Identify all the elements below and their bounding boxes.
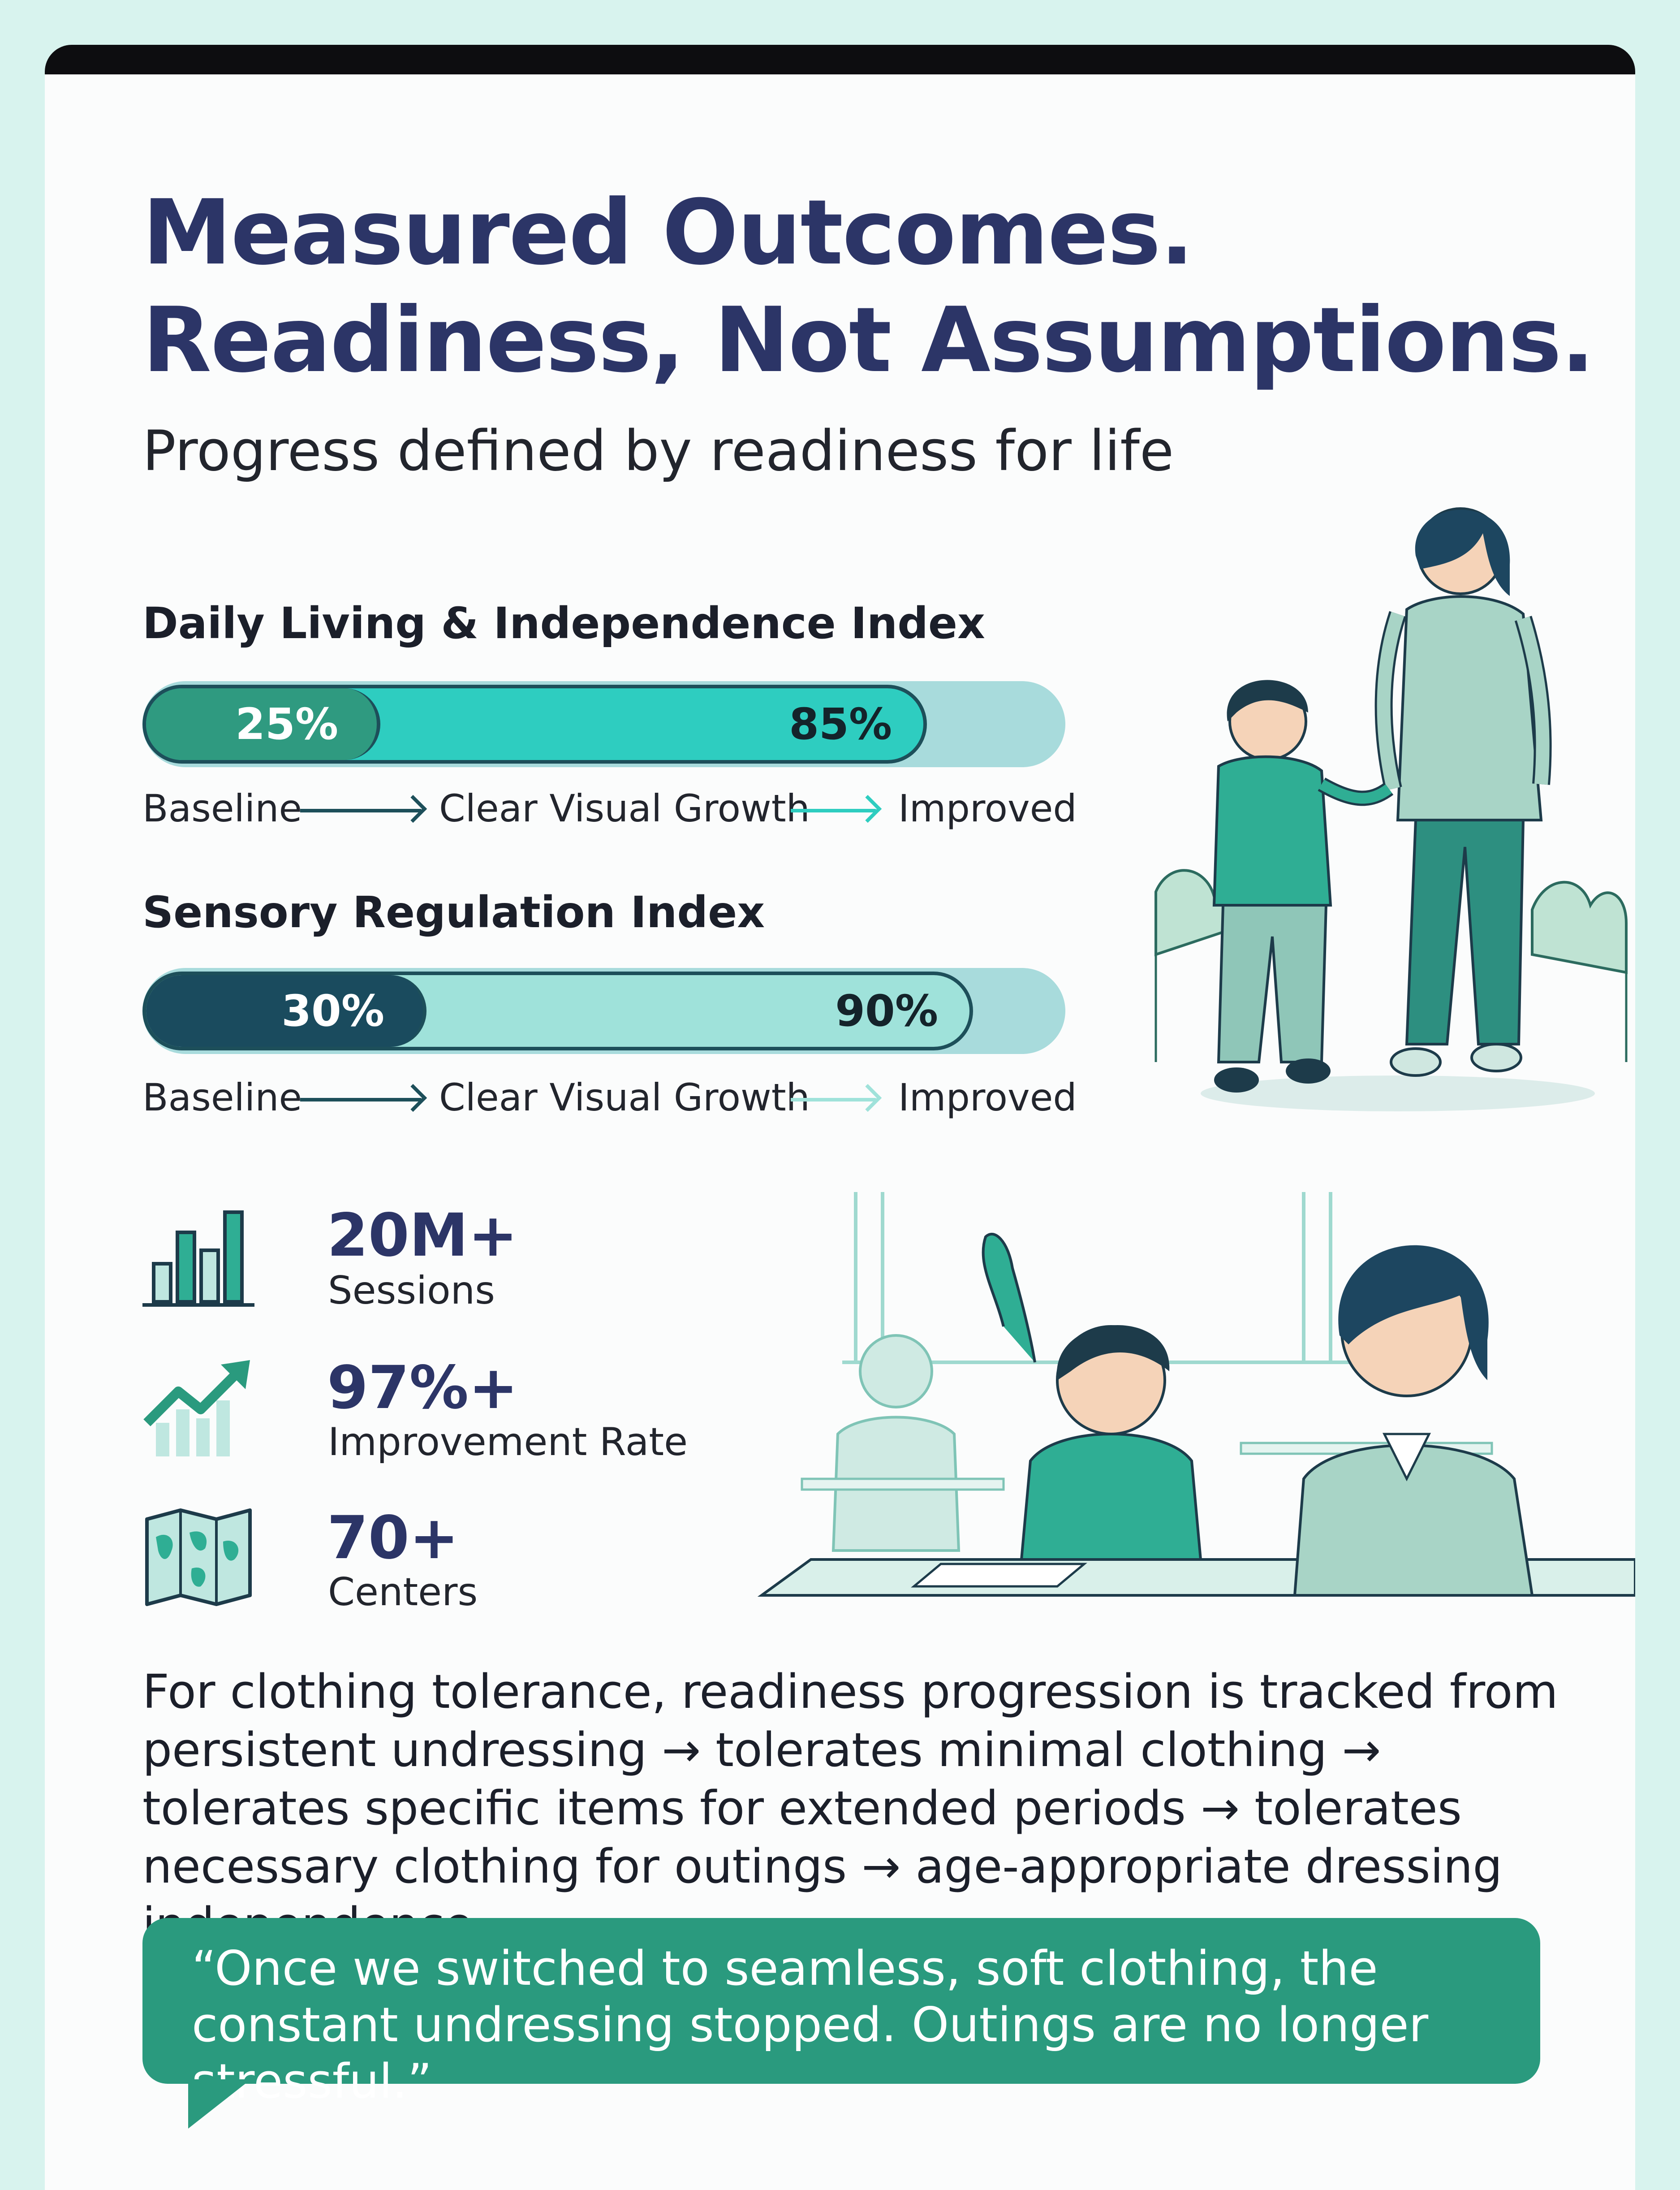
sensory-regulation-baseline-label: 30%: [281, 986, 384, 1036]
infographic-card: Measured Outcomes. Readiness, Not Assump…: [45, 45, 1635, 2190]
sensory-regulation-index-title: Sensory Regulation Index: [142, 887, 765, 937]
progression-paragraph: For clothing tolerance, readiness progre…: [142, 1664, 1558, 1952]
scale-baseline: Baseline: [142, 1076, 302, 1119]
mother-child-walking-illustration: [1154, 507, 1628, 1111]
page-subtitle: Progress defined by readiness for life: [142, 419, 1174, 484]
scale-arrow-1: [300, 1098, 421, 1101]
stat-sessions-label: Sessions: [328, 1268, 495, 1313]
daily-living-improved-label: 85%: [789, 699, 892, 749]
sensory-regulation-baseline-fill: [146, 975, 426, 1047]
sensory-regulation-improved-bar: 30% 90%: [142, 972, 973, 1050]
trend-up-icon: [143, 1360, 250, 1456]
daily-living-baseline-label: 25%: [235, 699, 338, 749]
top-bar: [45, 45, 1635, 74]
bar-chart-icon: [142, 1210, 254, 1307]
map-icon: [145, 1508, 252, 1606]
speech-bubble-tail: [188, 2079, 251, 2129]
scale-mid: Clear Visual Growth: [439, 786, 810, 830]
daily-living-baseline-fill: [146, 688, 380, 760]
scale-mid: Clear Visual Growth: [439, 1076, 810, 1119]
title-line-1: Measured Outcomes.: [142, 181, 1194, 285]
stat-improvement-value: 97%+: [327, 1353, 518, 1422]
sensory-regulation-improved-label: 90%: [835, 986, 938, 1036]
testimonial-quote: “Once we switched to seamless, soft clot…: [142, 1918, 1540, 2109]
scale-improved: Improved: [898, 786, 1077, 830]
classroom-illustration: [757, 1192, 1635, 1597]
daily-living-improved-bar: 25% 85%: [142, 685, 927, 764]
page-title: Measured Outcomes. Readiness, Not Assump…: [142, 179, 1621, 394]
title-line-2: Readiness, Not Assumptions.: [142, 288, 1595, 393]
daily-living-index-title: Daily Living & Independence Index: [142, 598, 985, 648]
stat-improvement-label: Improvement Rate: [328, 1420, 688, 1464]
stat-sessions-value: 20M+: [327, 1201, 518, 1270]
scale-arrow-2: [791, 809, 876, 812]
stat-centers-value: 70+: [327, 1503, 459, 1572]
stat-centers-label: Centers: [328, 1570, 478, 1615]
scale-arrow-1: [300, 809, 421, 812]
scale-baseline: Baseline: [142, 786, 302, 830]
scale-improved: Improved: [898, 1076, 1077, 1119]
scale-arrow-2: [791, 1098, 876, 1101]
daily-living-track: 25% 85%: [142, 681, 1065, 767]
sensory-regulation-track: 30% 90%: [142, 968, 1065, 1054]
